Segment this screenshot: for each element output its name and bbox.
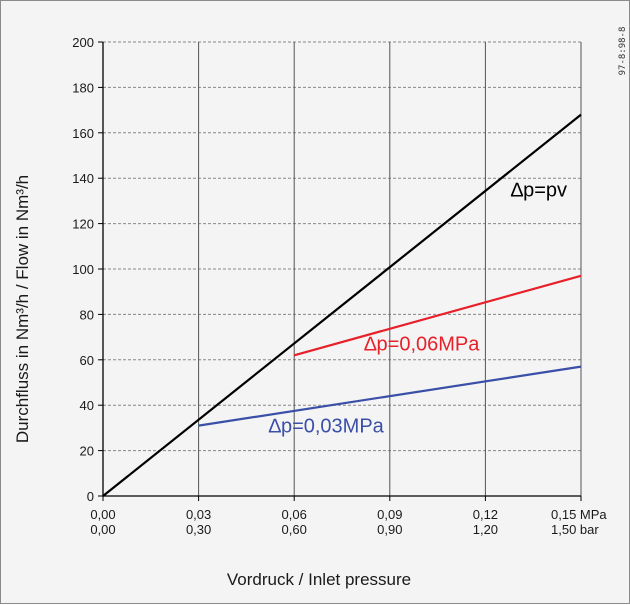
x-tick-label-mpa: 0,03	[186, 507, 211, 522]
y-tick-label: 180	[72, 80, 94, 95]
y-tick-label: 80	[80, 307, 94, 322]
x-tick-label-mpa: 0,06	[282, 507, 307, 522]
x-axis-title: Vordruck / Inlet pressure	[227, 570, 411, 589]
x-tick-label-bar: 0,90	[377, 522, 402, 537]
x-tick-label-bar: 0,00	[90, 522, 115, 537]
y-tick-label: 60	[80, 353, 94, 368]
x-tick-label-mpa: 0,12	[473, 507, 498, 522]
x-tick-label-mpa: 0,09	[377, 507, 402, 522]
y-tick-label: 120	[72, 217, 94, 232]
y-tick-labels: 0 20 40 60 80 100 120 140 160 180 200	[72, 35, 94, 504]
x-tick-labels: 0,000,00 0,030,30 0,060,60 0,090,90 0,121,20…	[90, 507, 607, 537]
series	[102, 113, 582, 497]
series-labels: ∆p=pv ∆p=0,06MPa ∆p=0,03MPa	[269, 179, 567, 437]
x-tick-label-bar: 1,50 bar	[551, 522, 599, 537]
y-axis-title: Durchfluss in Nm³/h / Flow in Nm³/h	[13, 175, 32, 443]
series-label-2: ∆p=0,03MPa	[269, 415, 385, 437]
series-line-0	[102, 113, 582, 497]
y-tick-label: 200	[72, 35, 94, 50]
x-tick-label-mpa: 0,15 MPa	[551, 507, 607, 522]
y-tick-label: 0	[87, 489, 94, 504]
series-line-2	[198, 365, 582, 427]
side-code: 97-8:98-8	[618, 27, 628, 76]
series-label-1: ∆p=0,06MPa	[364, 334, 480, 356]
y-tick-label: 40	[80, 398, 94, 413]
x-tick-label-bar: 1,20	[473, 522, 498, 537]
series-label-0: ∆p=pv	[511, 179, 567, 201]
x-tick-label-bar: 0,60	[282, 522, 307, 537]
y-tick-label: 140	[72, 171, 94, 186]
y-tick-label: 100	[72, 262, 94, 277]
y-tick-label: 20	[80, 444, 94, 459]
axes	[98, 41, 582, 501]
x-tick-label-mpa: 0,00	[90, 507, 115, 522]
y-tick-label: 160	[72, 126, 94, 141]
series-line-1	[293, 274, 582, 357]
x-tick-label-bar: 0,30	[186, 522, 211, 537]
